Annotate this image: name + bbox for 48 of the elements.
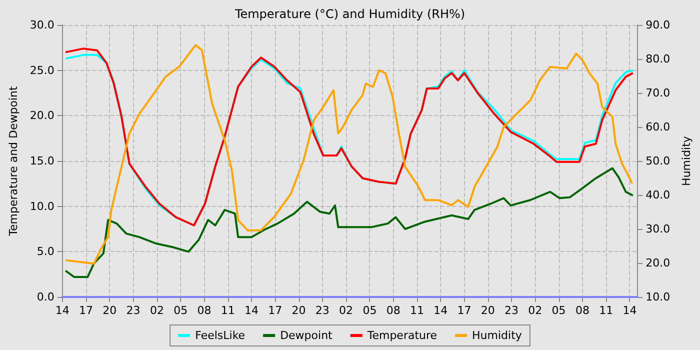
y-tick-label: 30.0 xyxy=(30,18,54,32)
x-tick-label: 23 xyxy=(126,304,140,317)
x-tick-label: 17 xyxy=(457,304,472,317)
chart-title: Temperature (°C) and Humidity (RH%) xyxy=(234,7,466,21)
x-tick-label: 14 xyxy=(55,304,70,317)
y-tick-label: 0.0 xyxy=(36,290,54,304)
y2-tick-label: 90.0 xyxy=(646,18,670,32)
y-axis-title: Temperature and Dewpoint xyxy=(7,85,20,237)
x-tick-label: 02 xyxy=(528,304,542,317)
x-tick-label: 14 xyxy=(244,304,259,317)
y2-tick-label: 10.0 xyxy=(646,290,670,304)
x-tick-label: 20 xyxy=(292,304,306,317)
x-tick-label: 11 xyxy=(599,304,614,317)
x-tick-label: 02 xyxy=(150,304,164,317)
y-tick-label: 20.0 xyxy=(30,109,54,122)
x-tick-label: 14 xyxy=(622,304,637,317)
y2-tick-label: 70.0 xyxy=(646,86,670,100)
x-tick-label: 05 xyxy=(362,304,377,317)
x-tick-label: 11 xyxy=(410,304,424,317)
x-tick-label: 02 xyxy=(339,304,354,317)
y2-tick-label: 80.0 xyxy=(646,52,670,66)
x-tick-label: 08 xyxy=(197,304,212,317)
legend-label: FeelsLike xyxy=(195,329,246,342)
x-tick-label: 17 xyxy=(79,304,94,317)
legend-label: Temperature xyxy=(366,329,438,342)
x-tick-label: 23 xyxy=(504,304,519,317)
x-tick-label: 20 xyxy=(480,304,495,317)
y-tick-label: 15.0 xyxy=(30,154,54,168)
legend-label: Humidity xyxy=(472,329,522,342)
legend-label: Dewpoint xyxy=(280,329,334,342)
x-tick-label: 05 xyxy=(174,304,188,317)
y-tick-label: 10.0 xyxy=(30,200,54,213)
x-tick-label: 20 xyxy=(102,304,117,317)
x-tick-label: 14 xyxy=(434,304,448,317)
x-tick-label: 17 xyxy=(268,304,282,317)
x-tick-label: 23 xyxy=(315,304,330,317)
y2-tick-label: 20.0 xyxy=(646,256,670,270)
y2-tick-label: 40.0 xyxy=(646,188,670,202)
y2-tick-label: 50.0 xyxy=(646,154,670,168)
x-tick-label: 08 xyxy=(386,304,400,317)
y-tick-label: 5.0 xyxy=(36,245,54,258)
y2-tick-label: 60.0 xyxy=(646,120,670,134)
y2-tick-label: 30.0 xyxy=(646,222,670,236)
x-tick-label: 11 xyxy=(220,304,235,317)
y2-axis-title: Humidity xyxy=(680,136,693,186)
x-tick-label: 05 xyxy=(552,304,566,317)
x-tick-label: 08 xyxy=(575,304,590,317)
y-tick-label: 25.0 xyxy=(30,64,54,77)
